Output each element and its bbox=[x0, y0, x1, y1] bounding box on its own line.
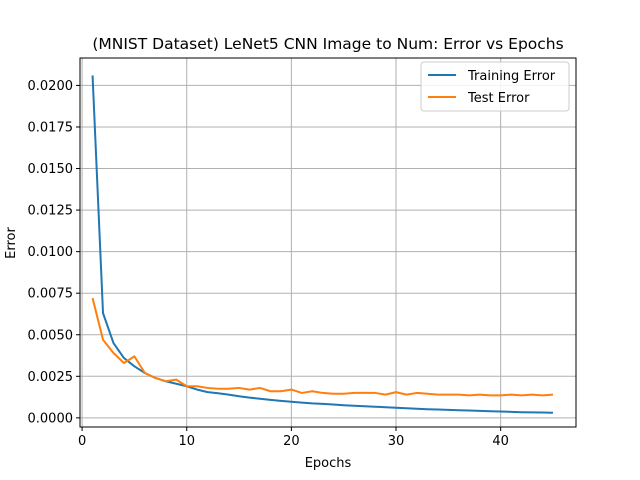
series-line-test-error bbox=[91, 297, 554, 397]
y-tick-label: 0.0000 bbox=[28, 411, 74, 426]
legend-box bbox=[420, 61, 570, 112]
y-tick-label: 0.0100 bbox=[28, 245, 74, 260]
x-tick-label: 40 bbox=[492, 434, 509, 449]
grid-lines bbox=[80, 58, 576, 427]
plot-area-frame bbox=[79, 57, 577, 428]
y-tick-label: 0.0150 bbox=[28, 162, 74, 177]
y-tick-label: 0.0075 bbox=[28, 287, 74, 302]
chart-title: (MNIST Dataset) LeNet5 CNN Image to Num:… bbox=[92, 35, 563, 53]
legend: Training Error Test Error bbox=[420, 61, 570, 112]
legend-label-training-error: Training Error bbox=[467, 69, 556, 84]
x-tick-label: 20 bbox=[283, 434, 300, 449]
axis-ticks: 0 10 20 30 40 0.0000 0.0025 0.0050 0.0075 0.0100 0… bbox=[28, 79, 509, 449]
x-tick-label: 30 bbox=[388, 434, 405, 449]
x-tick-label: 10 bbox=[178, 434, 195, 449]
x-tick-label: 0 bbox=[78, 434, 86, 449]
y-axis-title: Error bbox=[4, 227, 19, 259]
y-tick-label: 0.0125 bbox=[28, 204, 74, 219]
y-tick-label: 0.0050 bbox=[28, 328, 74, 343]
series-line-training-error bbox=[91, 75, 553, 414]
y-tick-label: 0.0175 bbox=[28, 120, 74, 135]
series-lines bbox=[91, 75, 554, 414]
legend-label-test-error: Test Error bbox=[467, 91, 530, 106]
x-axis-title: Epochs bbox=[305, 456, 352, 471]
y-tick-label: 0.0200 bbox=[28, 79, 74, 94]
y-tick-label: 0.0025 bbox=[28, 370, 74, 385]
